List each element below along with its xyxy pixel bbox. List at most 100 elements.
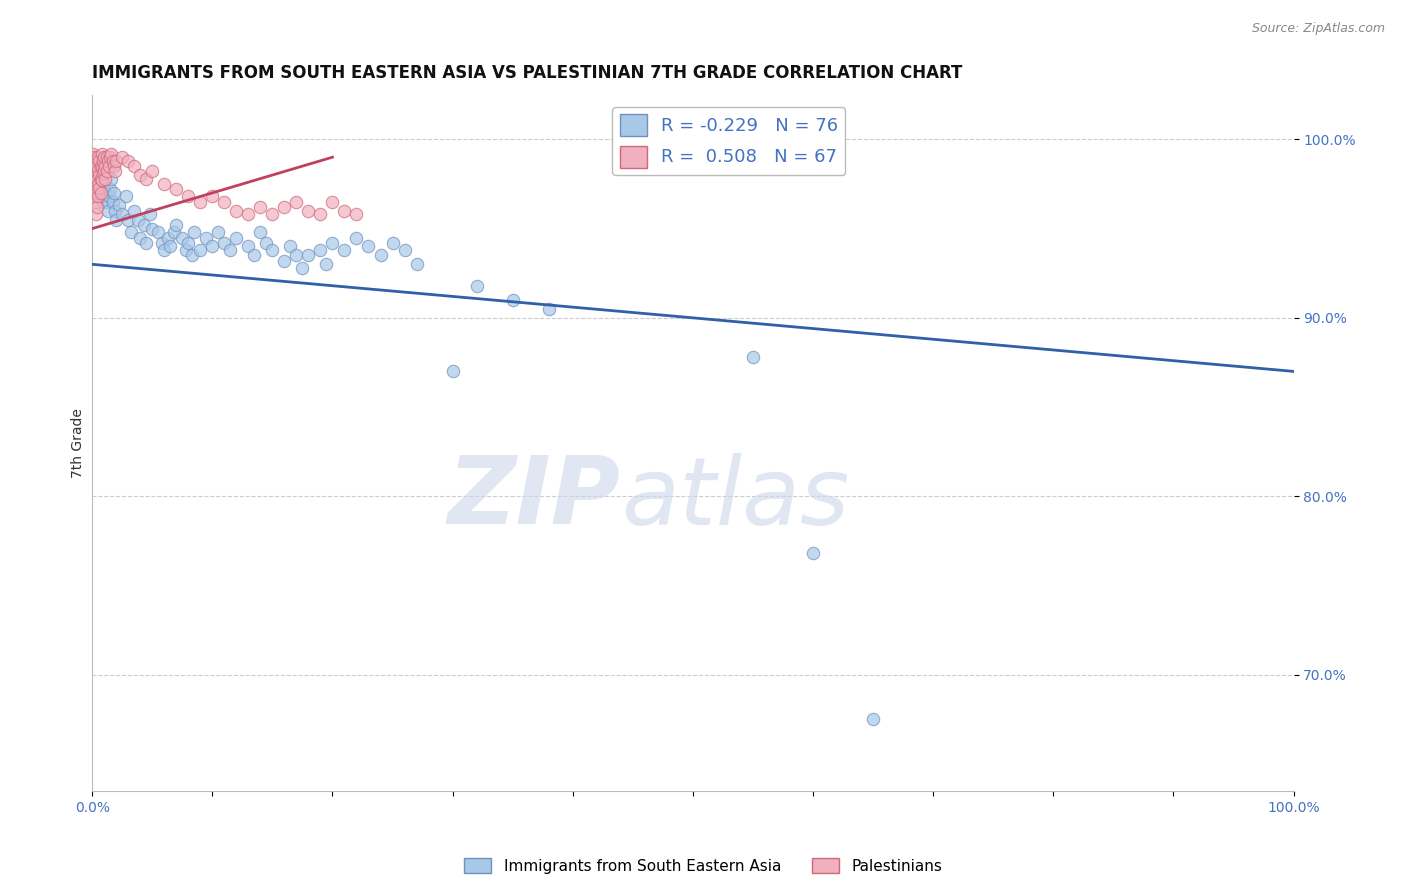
Point bbox=[84, 207, 107, 221]
Point bbox=[315, 257, 337, 271]
Point bbox=[98, 150, 121, 164]
Point bbox=[405, 257, 427, 271]
Point bbox=[83, 164, 105, 178]
Point bbox=[82, 159, 104, 173]
Point bbox=[120, 225, 142, 239]
Point bbox=[262, 207, 284, 221]
Text: ZIP: ZIP bbox=[449, 452, 621, 544]
Point bbox=[801, 546, 824, 560]
Point bbox=[180, 248, 202, 262]
Point bbox=[333, 203, 356, 218]
Point bbox=[174, 243, 197, 257]
Point bbox=[465, 278, 488, 293]
Point bbox=[98, 189, 121, 203]
Point bbox=[84, 180, 107, 194]
Point bbox=[135, 235, 157, 250]
Point bbox=[90, 173, 112, 187]
Point bbox=[225, 230, 247, 244]
Point bbox=[87, 162, 110, 177]
Point bbox=[188, 243, 211, 257]
Point bbox=[90, 186, 112, 200]
Point bbox=[105, 212, 128, 227]
Point bbox=[82, 146, 104, 161]
Point bbox=[165, 218, 187, 232]
Point bbox=[177, 235, 200, 250]
Point bbox=[89, 177, 111, 191]
Point bbox=[195, 230, 218, 244]
Text: atlas: atlas bbox=[621, 453, 849, 544]
Point bbox=[83, 150, 105, 164]
Point bbox=[141, 221, 163, 235]
Point bbox=[346, 230, 368, 244]
Point bbox=[537, 301, 560, 316]
Point bbox=[101, 194, 124, 209]
Point bbox=[84, 159, 107, 173]
Point bbox=[97, 203, 120, 218]
Point bbox=[86, 171, 108, 186]
Point bbox=[86, 164, 108, 178]
Point bbox=[159, 239, 181, 253]
Point bbox=[90, 161, 112, 175]
Point bbox=[297, 248, 319, 262]
Point bbox=[183, 225, 205, 239]
Point bbox=[90, 159, 112, 173]
Point bbox=[280, 239, 302, 253]
Point bbox=[394, 243, 416, 257]
Point bbox=[94, 159, 117, 173]
Point bbox=[165, 182, 187, 196]
Point bbox=[84, 194, 107, 209]
Point bbox=[90, 182, 112, 196]
Point bbox=[207, 225, 229, 239]
Point bbox=[285, 248, 308, 262]
Y-axis label: 7th Grade: 7th Grade bbox=[72, 408, 86, 478]
Point bbox=[153, 177, 176, 191]
Text: IMMIGRANTS FROM SOUTH EASTERN ASIA VS PALESTINIAN 7TH GRADE CORRELATION CHART: IMMIGRANTS FROM SOUTH EASTERN ASIA VS PA… bbox=[93, 64, 963, 82]
Point bbox=[862, 713, 884, 727]
Point bbox=[214, 235, 236, 250]
Point bbox=[321, 235, 343, 250]
Point bbox=[84, 153, 107, 168]
Point bbox=[132, 218, 155, 232]
Point bbox=[93, 162, 115, 177]
Point bbox=[129, 230, 152, 244]
Point bbox=[97, 153, 120, 168]
Point bbox=[87, 171, 110, 186]
Point bbox=[83, 177, 105, 191]
Legend: Immigrants from South Eastern Asia, Palestinians: Immigrants from South Eastern Asia, Pale… bbox=[458, 852, 948, 880]
Point bbox=[122, 159, 145, 173]
Point bbox=[84, 168, 107, 182]
Point bbox=[96, 194, 118, 209]
Point bbox=[141, 164, 163, 178]
Point bbox=[89, 180, 111, 194]
Point bbox=[90, 146, 112, 161]
Point bbox=[91, 194, 114, 209]
Point bbox=[96, 164, 118, 178]
Point bbox=[153, 243, 176, 257]
Point bbox=[98, 182, 121, 196]
Point bbox=[249, 225, 271, 239]
Point bbox=[86, 200, 108, 214]
Point bbox=[346, 207, 368, 221]
Point bbox=[87, 189, 110, 203]
Point bbox=[100, 171, 122, 186]
Point bbox=[156, 230, 179, 244]
Point bbox=[107, 198, 129, 212]
Point bbox=[87, 177, 110, 191]
Point bbox=[94, 171, 117, 186]
Point bbox=[129, 168, 152, 182]
Point bbox=[291, 260, 314, 275]
Point bbox=[225, 203, 247, 218]
Point bbox=[148, 225, 170, 239]
Point bbox=[111, 150, 134, 164]
Point bbox=[219, 243, 242, 257]
Point bbox=[309, 207, 332, 221]
Point bbox=[104, 164, 127, 178]
Point bbox=[117, 153, 139, 168]
Point bbox=[201, 239, 224, 253]
Point bbox=[105, 153, 128, 168]
Point bbox=[104, 203, 127, 218]
Point bbox=[285, 194, 308, 209]
Point bbox=[135, 171, 157, 186]
Point bbox=[188, 194, 211, 209]
Point bbox=[163, 225, 186, 239]
